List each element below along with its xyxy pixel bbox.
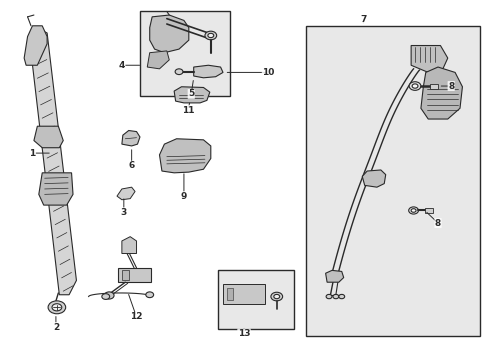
Polygon shape <box>39 173 73 205</box>
Text: 10: 10 <box>262 68 274 77</box>
Circle shape <box>102 294 110 300</box>
Bar <box>218 270 294 329</box>
Bar <box>425 208 433 213</box>
Bar <box>140 12 230 96</box>
Text: 9: 9 <box>181 192 187 201</box>
Polygon shape <box>326 270 343 282</box>
Bar <box>223 284 265 304</box>
Circle shape <box>274 294 280 299</box>
Text: 13: 13 <box>238 329 250 338</box>
Text: 7: 7 <box>360 15 367 24</box>
Circle shape <box>409 207 418 214</box>
Text: 1: 1 <box>29 149 36 158</box>
Circle shape <box>271 292 283 301</box>
Bar <box>118 268 151 282</box>
Circle shape <box>339 294 344 299</box>
Polygon shape <box>34 126 63 148</box>
Polygon shape <box>24 26 47 65</box>
Polygon shape <box>159 139 211 173</box>
Circle shape <box>411 209 416 212</box>
Text: 11: 11 <box>182 105 194 114</box>
Circle shape <box>409 82 421 90</box>
Circle shape <box>52 304 62 311</box>
Polygon shape <box>194 65 223 78</box>
Circle shape <box>48 301 66 314</box>
Text: 8: 8 <box>435 219 441 228</box>
Text: 8: 8 <box>448 82 454 91</box>
Text: 2: 2 <box>53 323 59 332</box>
Polygon shape <box>122 237 137 253</box>
Polygon shape <box>174 87 210 103</box>
Bar <box>430 84 439 89</box>
Polygon shape <box>421 67 463 119</box>
Bar <box>306 26 480 336</box>
Circle shape <box>326 294 332 299</box>
Polygon shape <box>122 131 140 146</box>
Polygon shape <box>362 170 386 187</box>
Circle shape <box>208 33 214 38</box>
Text: 3: 3 <box>121 208 127 217</box>
Polygon shape <box>147 51 169 69</box>
Polygon shape <box>30 30 76 295</box>
Text: 12: 12 <box>130 312 143 321</box>
Circle shape <box>146 292 154 298</box>
Text: 5: 5 <box>188 89 195 98</box>
Circle shape <box>175 69 183 75</box>
Circle shape <box>333 294 339 299</box>
Polygon shape <box>411 45 448 72</box>
Circle shape <box>412 84 418 88</box>
Bar <box>122 270 129 280</box>
Text: 4: 4 <box>119 61 125 70</box>
Polygon shape <box>117 187 135 200</box>
Polygon shape <box>150 15 189 53</box>
Bar <box>227 288 233 300</box>
Circle shape <box>205 31 217 40</box>
Circle shape <box>104 292 114 299</box>
Text: 6: 6 <box>128 161 135 170</box>
